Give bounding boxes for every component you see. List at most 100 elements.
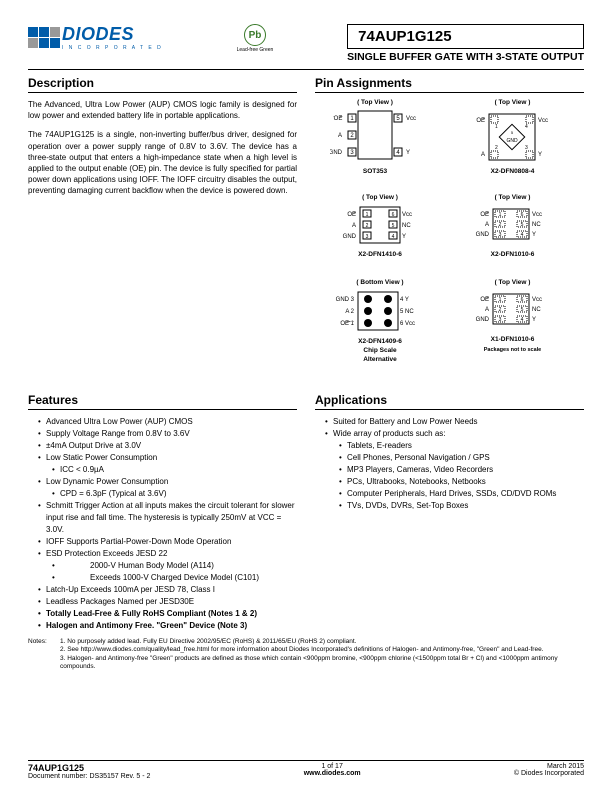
svg-text:4: 4 [525,124,528,130]
pkg-label-sot353: SOT353 [330,168,420,175]
applications-section: Applications Suited for Battery and Low … [315,393,584,632]
pkg-label-x2dfn1010: X2-DFN1010-6 [465,251,560,258]
feature-item: IOFF Supports Partial-Power-Down Mode Op… [38,536,297,548]
svg-text:3: 3 [499,317,502,323]
app-subitem: MP3 Players, Cameras, Video Recorders [325,464,584,476]
svg-text:3: 3 [499,232,502,238]
notes-label: Notes: [28,638,60,672]
svg-text:1: 1 [499,297,502,303]
pkg-x2dfn1409: ( Bottom View ) GND 3 A 2 OE 1 4 Y 5 NC … [330,279,430,363]
pin-heading: Pin Assignments [315,76,584,93]
feature-item: ESD Protection Exceeds JESD 22 [38,548,297,560]
pkg-x1dfn1010: ( Top View ) 1 2 3 6 5 4 OE A GND Vcc NC… [465,279,560,353]
chip-scale-label: Chip Scale [330,347,430,354]
alternative-label: Alternative [330,356,430,363]
svg-text:OE: OE [480,212,489,218]
feature-item: Latch-Up Exceeds 100mA per JESD 78, Clas… [38,584,297,596]
svg-text:Y: Y [406,150,410,156]
applications-heading: Applications [315,393,584,410]
logo-squares-icon [28,27,60,48]
note-2: 2. See http://www.diodes.com/quality/lea… [60,646,584,654]
svg-text:4: 4 [392,234,395,240]
app-subitem: Cell Phones, Personal Navigation / GPS [325,452,584,464]
svg-text:5: 5 [392,223,395,229]
svg-text:5: 5 [521,307,524,313]
top-view-label: ( Top View ) [465,99,560,106]
svg-text:A: A [485,222,489,228]
company-logo: DIODES I N C O R P O R A T E D [28,24,163,51]
feature-item: Advanced Ultra Low Power (AUP) CMOS [38,416,297,428]
features-heading: Features [28,393,297,410]
svg-text:A: A [338,133,342,139]
svg-text:Y: Y [402,234,406,240]
page-footer: 74AUP1G125 Document number: DS35157 Rev.… [28,760,584,780]
svg-text:NC: NC [402,223,411,229]
pkg-sot353: ( Top View ) 1 2 3 5 4 OE A GND Vcc Y SO… [330,99,420,175]
description-para1: The Advanced, Ultra Low Power (AUP) CMOS… [28,99,297,121]
note-3: 3. Halogen- and Antimony-free "Green" pr… [60,655,584,672]
feature-item: Totally Lead-Free & Fully RoHS Compliant… [38,608,297,620]
feature-subitem: ICC < 0.9µA [38,464,297,476]
part-subtitle: SINGLE BUFFER GATE WITH 3-STATE OUTPUT [347,51,584,63]
svg-text:GND: GND [476,317,490,323]
footer-site: www.diodes.com [304,770,361,777]
app-subitem: Tablets, E-readers [325,440,584,452]
footer-copyright: © Diodes Incorporated [514,770,584,777]
app-item: Suited for Battery and Low Power Needs [325,416,584,428]
svg-text:6: 6 [392,212,395,218]
description-para2: The 74AUP1G125 is a single, non-invertin… [28,129,297,196]
pkg-x2dfn1410: ( Top View ) 1 2 3 6 5 4 OE A GND Vcc NC… [330,194,430,258]
feature-item: Low Static Power Consumption [38,452,297,464]
description-section: Description The Advanced, Ultra Low Powe… [28,76,297,389]
pkg-label-x1dfn1010: X1-DFN1010-6 [465,336,560,343]
svg-text:OE: OE [347,212,356,218]
pkg-label-x2dfn0808: X2-DFN0808-4 [465,168,560,175]
top-view-label: ( Top View ) [465,194,560,201]
svg-text:NC: NC [532,307,541,313]
svg-text:A: A [485,307,489,313]
leadfree-label: Lead-free Green [237,47,274,53]
feature-subitem: Exceeds 1000-V Charged Device Model (C10… [38,572,297,584]
notes-section: Notes: 1. No purposely added lead. Fully… [28,638,584,672]
app-item: Wide array of products such as: [325,428,584,440]
feature-item: Halogen and Antimony Free. "Green" Devic… [38,620,297,632]
svg-text:OE: OE [334,116,343,122]
app-subitem: Computer Peripherals, Hard Drives, SSDs,… [325,488,584,500]
svg-text:1: 1 [366,212,369,218]
svg-text:GND: GND [343,234,357,240]
header-divider [28,69,584,70]
svg-text:Vcc: Vcc [402,212,412,218]
pkg-label-x2dfn1410: X2-DFN1410-6 [330,251,430,258]
footer-partnum: 74AUP1G125 [28,763,150,773]
feature-item: Low Dynamic Power Consumption [38,476,297,488]
feature-item: Schmitt Trigger Action at all inputs mak… [38,500,297,536]
svg-text:Vcc: Vcc [538,118,548,124]
footer-date: March 2015 [514,763,584,770]
feature-subitem: CPD = 6.3pF (Typical at 3.6V) [38,488,297,500]
svg-text:2: 2 [495,145,498,151]
logo-text: DIODES [62,24,163,45]
footer-docnum: Document number: DS35157 Rev. 5 - 2 [28,773,150,780]
pkg-x2dfn0808: ( Top View ) 5 GND OE1 A2 Vcc4 Y3 X2-DFN… [465,99,560,175]
svg-text:A: A [481,152,485,158]
partnum-block: 74AUP1G125 SINGLE BUFFER GATE WITH 3-STA… [347,24,584,63]
svg-text:A 2: A 2 [345,309,354,315]
pkg-label-x2dfn1409: X2-DFN1409-6 [330,338,430,345]
svg-text:OE: OE [480,297,489,303]
features-section: Features Advanced Ultra Low Power (AUP) … [28,393,297,632]
svg-text:5: 5 [521,222,524,228]
svg-text:2: 2 [499,307,502,313]
svg-text:GND: GND [330,150,343,156]
feature-item: Supply Voltage Range from 0.8V to 3.6V [38,428,297,440]
svg-text:GND 3: GND 3 [336,297,355,303]
top-view-label: ( Top View ) [330,99,420,106]
svg-text:4: 4 [521,317,524,323]
svg-text:1: 1 [499,212,502,218]
feature-item: ±4mA Output Drive at 3.0V [38,440,297,452]
pin-assignments-section: Pin Assignments ( Top View ) 1 2 3 5 4 O… [315,76,584,389]
pb-icon: Pb [244,24,266,46]
page-header: DIODES I N C O R P O R A T E D Pb Lead-f… [28,24,584,63]
svg-text:6: 6 [521,297,524,303]
note-1: 1. No purposely added lead. Fully EU Dir… [60,638,584,646]
svg-text:3: 3 [525,145,528,151]
